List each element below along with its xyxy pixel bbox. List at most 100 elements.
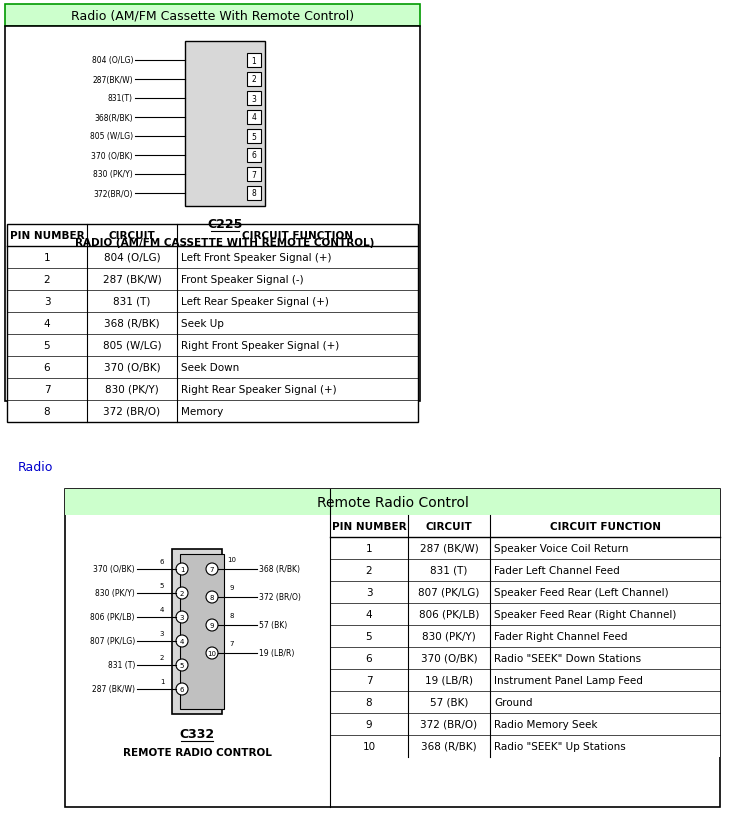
Text: 370 (O/BK): 370 (O/BK) xyxy=(92,152,133,161)
Text: 287 (BK/W): 287 (BK/W) xyxy=(102,274,161,285)
Bar xyxy=(180,554,224,709)
Text: 4: 4 xyxy=(366,609,373,619)
Circle shape xyxy=(176,683,188,695)
Text: 5: 5 xyxy=(44,341,51,351)
Text: 372 (BR/O): 372 (BR/O) xyxy=(420,719,477,729)
Text: C332: C332 xyxy=(179,727,214,740)
Text: 372(BR/O): 372(BR/O) xyxy=(94,189,133,198)
Text: Remote Radio Control: Remote Radio Control xyxy=(316,495,468,509)
Text: Radio: Radio xyxy=(18,461,53,474)
Text: Left Front Speaker Signal (+): Left Front Speaker Signal (+) xyxy=(181,253,332,263)
Bar xyxy=(5,27,420,401)
Text: 7: 7 xyxy=(252,170,256,179)
Text: Left Rear Speaker Signal (+): Left Rear Speaker Signal (+) xyxy=(181,296,329,306)
Circle shape xyxy=(206,619,218,631)
Bar xyxy=(65,490,720,807)
Text: 2: 2 xyxy=(160,654,164,660)
Text: 57 (BK): 57 (BK) xyxy=(430,697,468,707)
Text: Right Front Speaker Signal (+): Right Front Speaker Signal (+) xyxy=(181,341,339,351)
Bar xyxy=(65,490,720,515)
Text: 8: 8 xyxy=(210,595,214,600)
Text: 831 (T): 831 (T) xyxy=(430,565,468,575)
Text: PIN NUMBER: PIN NUMBER xyxy=(332,522,406,532)
Text: 10: 10 xyxy=(362,741,376,751)
Text: C225: C225 xyxy=(207,218,243,231)
Text: 372 (BR/O): 372 (BR/O) xyxy=(103,406,160,417)
Bar xyxy=(247,130,261,144)
Text: 9: 9 xyxy=(366,719,373,729)
Text: RADIO (AM/FM CASSETTE WITH REMOTE CONTROL): RADIO (AM/FM CASSETTE WITH REMOTE CONTRO… xyxy=(75,238,375,247)
Text: 2: 2 xyxy=(180,590,184,596)
Text: 368 (R/BK): 368 (R/BK) xyxy=(104,319,160,328)
Text: 830 (PK/Y): 830 (PK/Y) xyxy=(105,385,159,395)
Circle shape xyxy=(206,563,218,575)
Text: 1: 1 xyxy=(252,57,256,66)
Text: 5: 5 xyxy=(180,663,184,668)
Text: 370 (O/BK): 370 (O/BK) xyxy=(421,654,477,663)
Text: Fader Left Channel Feed: Fader Left Channel Feed xyxy=(494,565,620,575)
Text: 8: 8 xyxy=(230,613,234,618)
Text: CIRCUIT FUNCTION: CIRCUIT FUNCTION xyxy=(550,522,660,532)
Text: 19 (LB/R): 19 (LB/R) xyxy=(425,675,473,686)
Text: 287(BK/W): 287(BK/W) xyxy=(92,75,133,84)
Text: 7: 7 xyxy=(210,566,214,572)
Text: 368(R/BK): 368(R/BK) xyxy=(94,113,133,122)
Text: 804 (O/LG): 804 (O/LG) xyxy=(104,253,160,263)
Text: Radio "SEEK" Up Stations: Radio "SEEK" Up Stations xyxy=(494,741,626,751)
Text: 3: 3 xyxy=(366,587,373,597)
Text: Instrument Panel Lamp Feed: Instrument Panel Lamp Feed xyxy=(494,675,643,686)
Text: 805 (W/LG): 805 (W/LG) xyxy=(90,133,133,142)
Text: CIRCUIT: CIRCUIT xyxy=(108,231,155,241)
Text: 19 (LB/R): 19 (LB/R) xyxy=(259,649,294,658)
Text: 370 (O/BK): 370 (O/BK) xyxy=(94,565,135,574)
Text: 368 (R/BK): 368 (R/BK) xyxy=(259,565,300,574)
Text: 287 (BK/W): 287 (BK/W) xyxy=(92,685,135,694)
Circle shape xyxy=(206,591,218,604)
Text: Fader Right Channel Feed: Fader Right Channel Feed xyxy=(494,631,627,641)
Text: 4: 4 xyxy=(160,606,164,613)
Text: 3: 3 xyxy=(252,94,256,103)
Text: Seek Down: Seek Down xyxy=(181,363,239,373)
Bar xyxy=(247,54,261,68)
Text: 830 (PK/Y): 830 (PK/Y) xyxy=(95,589,135,598)
Text: 6: 6 xyxy=(160,559,164,564)
Text: 3: 3 xyxy=(44,296,51,306)
Text: 6: 6 xyxy=(180,686,184,692)
Text: 5: 5 xyxy=(366,631,373,641)
Text: 4: 4 xyxy=(44,319,51,328)
Bar xyxy=(7,224,418,423)
Text: 2: 2 xyxy=(252,75,256,84)
Text: 7: 7 xyxy=(230,640,234,646)
Bar xyxy=(247,73,261,87)
Bar xyxy=(172,550,222,714)
Circle shape xyxy=(176,659,188,672)
Text: 6: 6 xyxy=(44,363,51,373)
Bar xyxy=(247,92,261,106)
Text: 368 (R/BK): 368 (R/BK) xyxy=(421,741,477,751)
Bar xyxy=(5,5,420,27)
Text: Front Speaker Signal (-): Front Speaker Signal (-) xyxy=(181,274,304,285)
Text: 7: 7 xyxy=(366,675,373,686)
Text: REMOTE RADIO CONTROL: REMOTE RADIO CONTROL xyxy=(122,747,272,757)
Text: 6: 6 xyxy=(252,152,256,161)
Text: 806 (PK/LB): 806 (PK/LB) xyxy=(419,609,479,619)
Text: 5: 5 xyxy=(160,582,164,588)
Text: Speaker Feed Rear (Left Channel): Speaker Feed Rear (Left Channel) xyxy=(494,587,668,597)
Text: 1: 1 xyxy=(44,253,51,263)
Text: 1: 1 xyxy=(180,566,184,572)
Circle shape xyxy=(176,587,188,600)
Text: 9: 9 xyxy=(230,584,234,590)
Text: Speaker Voice Coil Return: Speaker Voice Coil Return xyxy=(494,543,629,554)
Bar xyxy=(185,42,265,206)
Text: 831 (T): 831 (T) xyxy=(108,661,135,670)
Text: 9: 9 xyxy=(210,622,214,628)
Text: 57 (BK): 57 (BK) xyxy=(259,621,287,630)
Text: PIN NUMBER: PIN NUMBER xyxy=(10,231,84,241)
Text: 370 (O/BK): 370 (O/BK) xyxy=(104,363,160,373)
Text: 807 (PK/LG): 807 (PK/LG) xyxy=(418,587,479,597)
Text: 372 (BR/O): 372 (BR/O) xyxy=(259,593,301,602)
Text: 3: 3 xyxy=(180,614,184,620)
Circle shape xyxy=(176,563,188,575)
Text: Memory: Memory xyxy=(181,406,223,417)
Text: 7: 7 xyxy=(44,385,51,395)
